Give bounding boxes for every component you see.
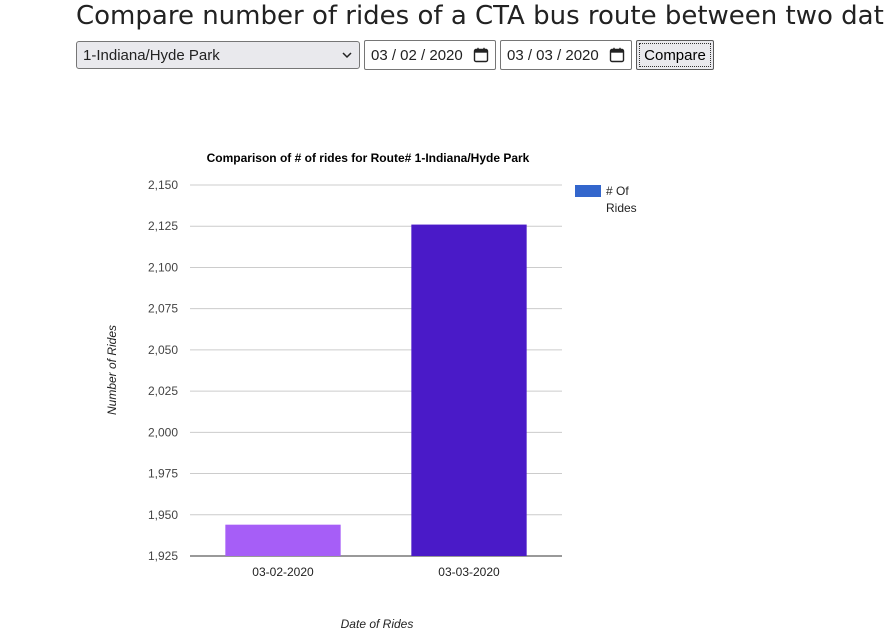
y-tick-label: 2,075 bbox=[148, 302, 178, 316]
bar bbox=[411, 224, 527, 556]
y-tick-label: 2,100 bbox=[148, 260, 178, 274]
y-axis-title: Number of Rides bbox=[105, 325, 119, 415]
y-tick-label: 1,975 bbox=[148, 467, 178, 481]
chevron-down-icon bbox=[342, 52, 352, 59]
y-tick-label: 2,125 bbox=[148, 219, 178, 233]
x-tick-label: 03-03-2020 bbox=[438, 565, 500, 579]
y-tick-label: 2,000 bbox=[148, 425, 178, 439]
legend-swatch bbox=[575, 185, 601, 197]
route-select[interactable]: 1-Indiana/Hyde Park bbox=[76, 41, 360, 69]
start-date-input[interactable]: 03 / 02 / 2020 bbox=[364, 40, 496, 70]
calendar-icon[interactable] bbox=[473, 47, 489, 63]
y-tick-label: 1,925 bbox=[148, 549, 178, 563]
y-tick-label: 1,950 bbox=[148, 508, 178, 522]
compare-button[interactable]: Compare bbox=[636, 40, 714, 70]
y-tick-label: 2,150 bbox=[148, 178, 178, 192]
x-tick-label: 03-02-2020 bbox=[252, 565, 314, 579]
route-select-value: 1-Indiana/Hyde Park bbox=[83, 46, 220, 64]
end-date-input[interactable]: 03 / 03 / 2020 bbox=[500, 40, 632, 70]
page-title: Compare number of rides of a CTA bus rou… bbox=[76, 1, 884, 31]
y-tick-label: 2,025 bbox=[148, 384, 178, 398]
chart-title: Comparison of # of rides for Route# 1-In… bbox=[207, 151, 530, 165]
bar bbox=[225, 524, 341, 556]
end-date-value: 03 / 03 / 2020 bbox=[507, 46, 599, 64]
start-date-value: 03 / 02 / 2020 bbox=[371, 46, 463, 64]
calendar-icon[interactable] bbox=[609, 47, 625, 63]
x-axis-title: Date of Rides bbox=[341, 617, 414, 631]
y-tick-label: 2,050 bbox=[148, 343, 178, 357]
legend-label: # Of Rides bbox=[606, 184, 637, 215]
